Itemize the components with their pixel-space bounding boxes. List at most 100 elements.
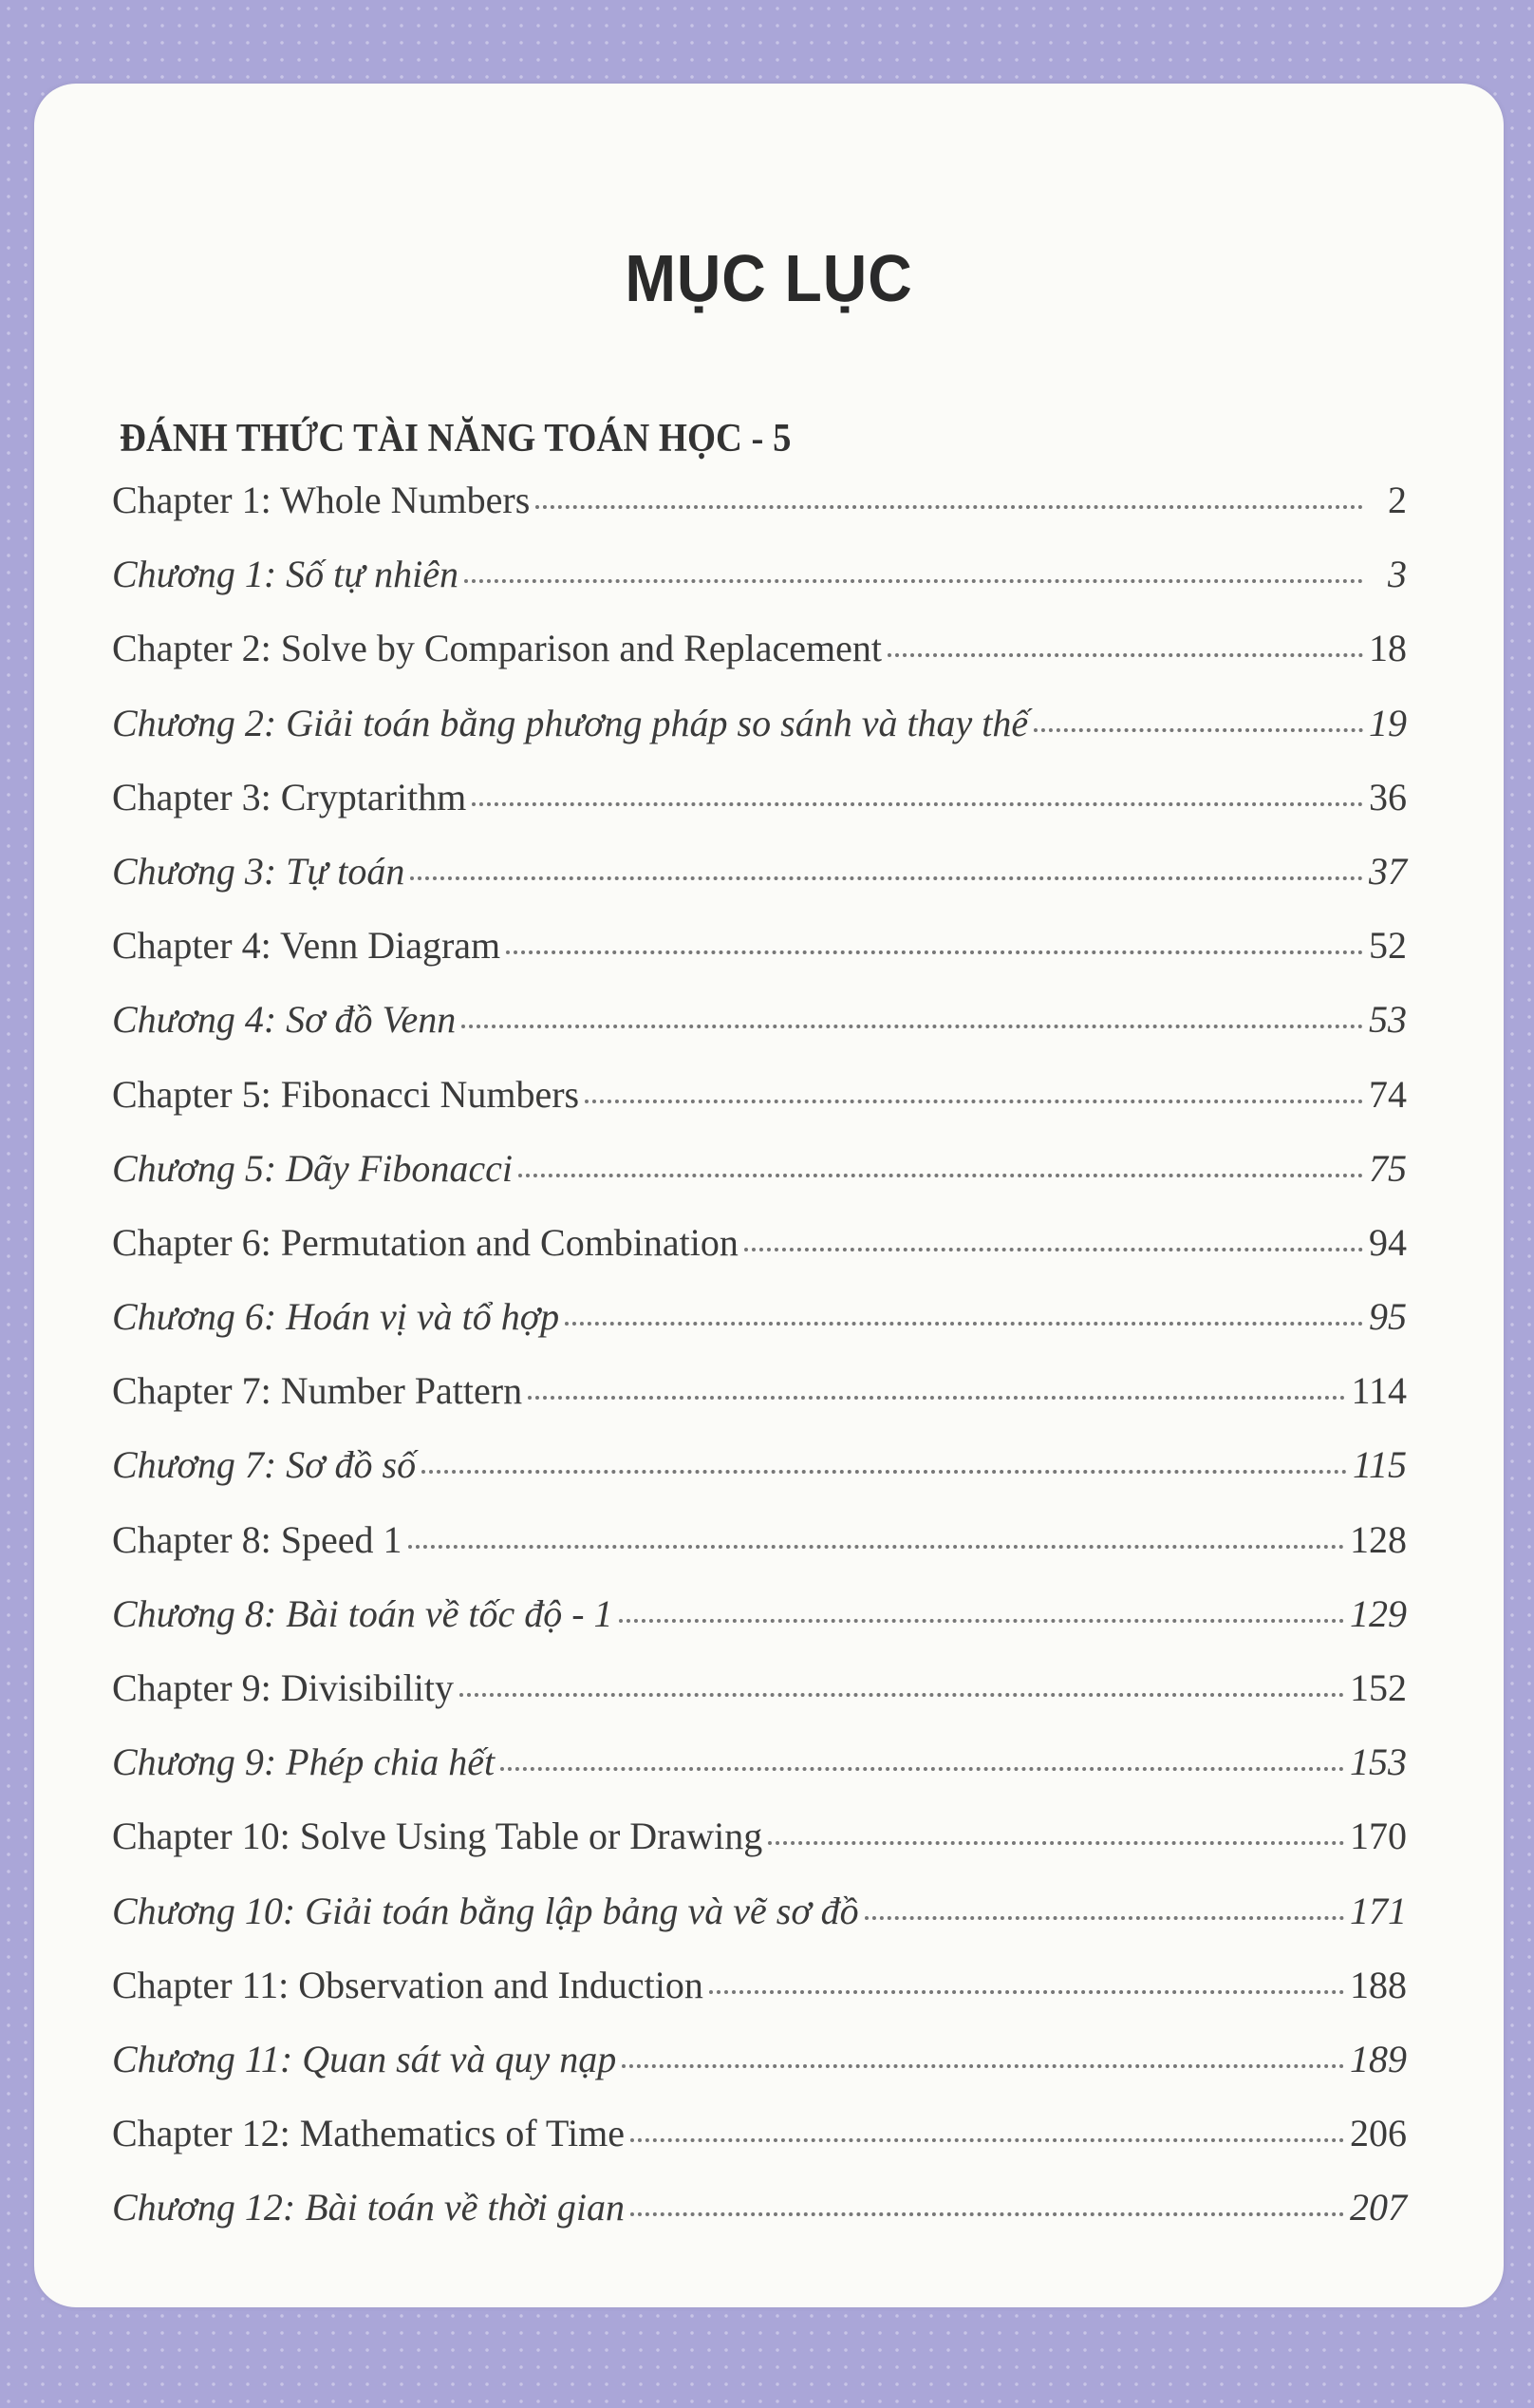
dot-leader	[421, 1470, 1347, 1475]
toc-entry: Chương 6: Hoán vị và tổ hợp 95	[112, 1294, 1407, 1368]
dot-leader	[768, 1841, 1344, 1846]
entry-label: Chương 10: Giải toán bằng lập bảng và vẽ…	[112, 1889, 859, 1932]
dot-leader	[463, 579, 1363, 584]
entry-page: 128	[1350, 1517, 1407, 1561]
entry-label: Chương 2: Giải toán bằng phương pháp so …	[112, 701, 1029, 744]
dot-leader	[708, 1989, 1344, 1994]
entry-label: Chapter 7: Number Pattern	[112, 1369, 523, 1413]
dot-leader	[458, 1693, 1344, 1697]
dot-leader	[535, 505, 1363, 509]
entry-label: Chapter 4: Venn Diagram	[112, 924, 501, 968]
entry-page: 36	[1369, 775, 1407, 818]
toc-entry: Chương 7: Sơ đồ số 115	[112, 1442, 1407, 1516]
entry-page: 207	[1350, 2186, 1407, 2229]
entry-page: 171	[1350, 1889, 1407, 1932]
entry-page: 75	[1369, 1146, 1407, 1190]
toc-entry: Chapter 9: Divisibility 152	[112, 1665, 1407, 1740]
entry-page: 3	[1388, 553, 1407, 596]
page-card: MỤC LỤC ĐÁNH THỨC TÀI NĂNG TOÁN HỌC - 5 …	[34, 84, 1504, 2307]
entry-page: 189	[1350, 2037, 1407, 2080]
dot-leader	[461, 1025, 1363, 1029]
dot-leader	[517, 1173, 1363, 1177]
entry-label: Chapter 11: Observation and Induction	[112, 1963, 703, 2006]
dot-leader	[743, 1247, 1363, 1251]
entry-label: Chapter 5: Fibonacci Numbers	[112, 1072, 580, 1116]
dot-leader	[622, 2063, 1344, 2068]
toc-entry: Chapter 5: Fibonacci Numbers 74	[112, 1072, 1407, 1146]
dot-leader	[565, 1322, 1363, 1326]
entry-page: 94	[1369, 1220, 1407, 1264]
entry-label: Chương 11: Quan sát và quy nạp	[112, 2037, 617, 2080]
toc-entry: Chapter 1: Whole Numbers 2	[112, 478, 1407, 552]
entry-label: Chương 3: Tự toán	[112, 849, 405, 893]
entry-label: Chương 8: Bài toán về tốc độ - 1	[112, 1591, 613, 1635]
entry-page: 115	[1352, 1443, 1407, 1487]
entry-page: 152	[1350, 1666, 1407, 1709]
dot-leader	[629, 2138, 1344, 2143]
toc-entry: Chapter 11: Observation and Induction 188	[112, 1963, 1407, 2037]
entry-label: Chương 4: Sơ đồ Venn	[112, 998, 457, 1042]
entry-label: Chapter 9: Divisibility	[112, 1666, 454, 1709]
entry-page: 188	[1350, 1963, 1407, 2006]
dot-leader	[618, 1618, 1344, 1623]
entry-label: Chương 12: Bài toán về thời gian	[112, 2186, 626, 2229]
entry-label: Chapter 10: Solve Using Table or Drawing	[112, 1815, 763, 1858]
entry-label: Chương 7: Sơ đồ số	[112, 1443, 417, 1487]
toc-entry: Chương 11: Quan sát và quy nạp 189	[112, 2037, 1407, 2111]
entry-page: 170	[1350, 1815, 1407, 1858]
dot-leader	[500, 1767, 1344, 1772]
entry-label: Chapter 12: Mathematics of Time	[112, 2112, 625, 2155]
entry-page: 153	[1350, 1740, 1407, 1784]
toc-entry: Chương 5: Dãy Fibonacci 75	[112, 1146, 1407, 1220]
entry-page: 206	[1350, 2112, 1407, 2155]
toc-entry: Chapter 2: Solve by Comparison and Repla…	[112, 626, 1407, 700]
entry-page: 95	[1369, 1295, 1407, 1339]
toc-entry: Chapter 6: Permutation and Combination 94	[112, 1220, 1407, 1294]
toc-entry: Chapter 4: Venn Diagram 52	[112, 923, 1407, 997]
toc-entry: Chương 9: Phép chia hết 153	[112, 1740, 1407, 1814]
entry-label: Chapter 8: Speed 1	[112, 1517, 402, 1561]
entry-page: 18	[1369, 627, 1407, 670]
entry-page: 74	[1369, 1072, 1407, 1116]
entry-label: Chapter 1: Whole Numbers	[112, 479, 531, 521]
dot-leader	[410, 875, 1363, 880]
dot-leader	[1034, 727, 1363, 732]
entry-label: Chapter 3: Cryptarithm	[112, 775, 467, 818]
toc-entry: Chương 12: Bài toán về thời gian 207	[112, 2185, 1407, 2259]
entry-page: 37	[1369, 849, 1407, 893]
entry-label: Chapter 6: Permutation and Combination	[112, 1220, 739, 1264]
entry-label: Chương 9: Phép chia hết	[112, 1740, 496, 1784]
page-title: MỤC LỤC	[625, 241, 913, 315]
toc-entry: Chương 3: Tự toán 37	[112, 849, 1407, 923]
dot-leader	[407, 1544, 1344, 1549]
entry-label: Chương 6: Hoán vị và tổ hợp	[112, 1295, 560, 1339]
entry-page: 114	[1351, 1369, 1407, 1413]
dot-leader	[506, 950, 1363, 955]
dot-leader	[630, 2212, 1344, 2217]
entry-label: Chương 1: Số tự nhiên	[112, 553, 458, 596]
toc-entry: Chương 10: Giải toán bằng lập bảng và vẽ…	[112, 1889, 1407, 1963]
table-of-contents: Chapter 1: Whole Numbers 2 Chương 1: Số tự…	[112, 478, 1407, 2260]
dot-leader	[472, 801, 1363, 806]
entry-page: 129	[1350, 1591, 1407, 1635]
dot-leader	[585, 1099, 1363, 1103]
toc-entry: Chương 4: Sơ đồ Venn 53	[112, 997, 1407, 1071]
book-subtitle: ĐÁNH THỨC TÀI NĂNG TOÁN HỌC - 5	[120, 417, 792, 461]
entry-page: 19	[1369, 701, 1407, 744]
entry-page: 2	[1388, 479, 1407, 521]
entry-label: Chương 5: Dãy Fibonacci	[112, 1146, 513, 1190]
toc-entry: Chương 2: Giải toán bằng phương pháp so …	[112, 701, 1407, 775]
toc-entry: Chapter 3: Cryptarithm 36	[112, 775, 1407, 849]
entry-label: Chapter 2: Solve by Comparison and Repla…	[112, 627, 882, 670]
toc-entry: Chapter 8: Speed 1 128	[112, 1517, 1407, 1591]
toc-entry: Chương 8: Bài toán về tốc độ - 1 129	[112, 1591, 1407, 1665]
entry-page: 52	[1369, 924, 1407, 968]
dot-leader	[864, 1915, 1344, 1920]
toc-entry: Chapter 7: Number Pattern 114	[112, 1368, 1407, 1442]
toc-entry: Chapter 12: Mathematics of Time 206	[112, 2111, 1407, 2185]
entry-page: 53	[1369, 998, 1407, 1042]
toc-entry: Chương 1: Số tự nhiên 3	[112, 552, 1407, 626]
toc-entry: Chapter 10: Solve Using Table or Drawing…	[112, 1814, 1407, 1888]
dot-leader	[887, 653, 1363, 658]
dot-leader	[528, 1396, 1346, 1401]
